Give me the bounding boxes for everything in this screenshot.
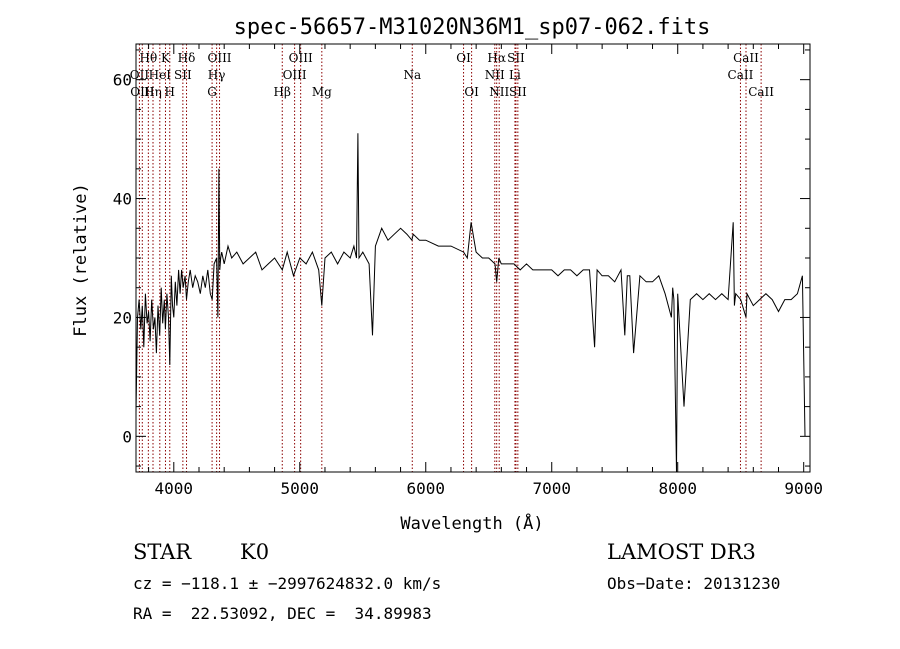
line-label: Hδ xyxy=(178,51,196,65)
line-label: NII xyxy=(485,68,505,82)
x-tick-label: 8000 xyxy=(658,479,697,498)
line-label: Na xyxy=(403,68,421,82)
plot-axes xyxy=(135,43,811,473)
line-label: SII xyxy=(174,68,192,82)
line-label: SII xyxy=(509,85,527,99)
object-subclass: K0 xyxy=(240,540,270,564)
line-label: CaII xyxy=(728,68,754,82)
x-tick-label: 4000 xyxy=(155,479,194,498)
redshift-velocity: cz = −118.1 ± −2997624832.0 km/s xyxy=(133,574,442,593)
line-label: Mg xyxy=(312,85,332,99)
line-label: HeI xyxy=(149,68,172,82)
y-axis-label: Flux (relative) xyxy=(71,183,91,337)
plot-frame xyxy=(135,43,811,473)
y-tick-label: 0 xyxy=(122,427,132,446)
survey-name: LAMOST DR3 xyxy=(607,540,756,564)
y-tick-label: 40 xyxy=(113,190,132,209)
line-label: NII xyxy=(489,85,509,99)
axis-ticks: 4000 5000 6000 7000 8000 9000 0 20 40 60 xyxy=(113,44,823,498)
spectral-line-markers: HθOIIOIIIHηHeIKHSIIHδGOIIIHγHβOIIIOIIIMg… xyxy=(130,44,774,472)
line-label: OIII xyxy=(207,51,231,65)
line-label: Hγ xyxy=(208,68,226,82)
object-class: STAR xyxy=(133,540,192,564)
line-label: OI xyxy=(456,51,471,65)
line-label: K xyxy=(161,51,171,65)
line-label: Li xyxy=(509,68,521,82)
x-axis-label: Wavelength (Å) xyxy=(400,512,543,534)
line-label: H xyxy=(165,85,175,99)
x-tick-label: 9000 xyxy=(784,479,823,498)
line-label: CaII xyxy=(733,51,759,65)
line-label: G xyxy=(207,85,217,99)
x-tick-label: 5000 xyxy=(281,479,320,498)
line-label: OII xyxy=(130,68,150,82)
line-label: SII xyxy=(507,51,525,65)
x-tick-label: 7000 xyxy=(532,479,571,498)
chart-title: spec-56657-M31020N36M1_sp07-062.fits xyxy=(234,15,711,40)
line-label: OI xyxy=(464,85,479,99)
line-label: OIII xyxy=(289,51,313,65)
y-tick-label: 20 xyxy=(113,308,132,327)
line-label: Hβ xyxy=(274,85,291,99)
line-label: Hη xyxy=(144,85,162,99)
line-label: Hα xyxy=(487,51,506,65)
y-tick-label: 60 xyxy=(113,71,132,90)
line-label: OIII xyxy=(283,68,307,82)
spectrum-series-line xyxy=(135,133,806,473)
observation-date: Obs−Date: 20131230 xyxy=(607,574,781,593)
sky-coordinates: RA = 22.53092, DEC = 34.89983 xyxy=(133,604,432,623)
line-label: CaII xyxy=(748,85,774,99)
x-tick-label: 6000 xyxy=(406,479,445,498)
